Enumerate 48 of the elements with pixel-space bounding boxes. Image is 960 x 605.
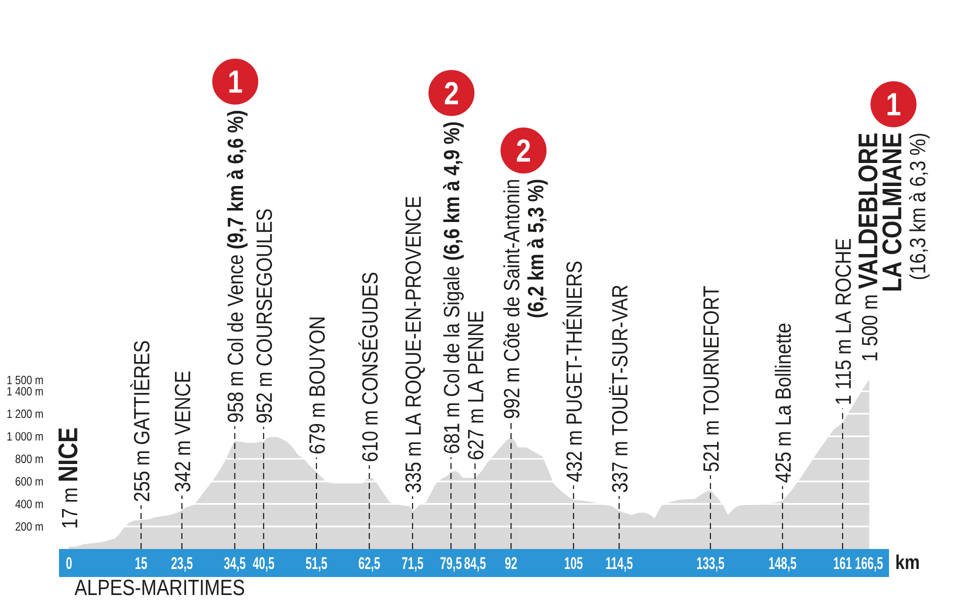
annotation: 952 m COURSEGOULES [256, 209, 272, 423]
x-tick-label: 166,5 [856, 557, 883, 572]
y-tick-label: 1 500 m [7, 376, 43, 384]
annotation: 627 m LA PENNE [468, 311, 484, 460]
x-tick-label: 40,5 [252, 557, 274, 572]
y-tick-label: 1 200 m [7, 410, 43, 418]
x-tick-label: 105 [564, 557, 583, 570]
annotation: 335 m LA ROQUE-EN-PROVENCE [405, 196, 425, 492]
y-tick-label: 400 m [15, 500, 43, 508]
text: 2 [444, 82, 458, 104]
annotation: 432 m PUGET-THÉNIERS [562, 262, 582, 482]
x-tick-label: 71,5 [402, 557, 424, 572]
x-tick-label: 133,5 [697, 557, 724, 572]
annotation: 992 m Côte de Saint-Antonin (6,2 km à 5,3 %) [503, 180, 548, 418]
text: 1 [888, 93, 900, 116]
y-tick-label: 600 m [16, 477, 43, 486]
x-tick-label: 148,5 [769, 557, 796, 572]
annotation: 342 m VENCE [174, 372, 190, 492]
x-tick-label: 114,5 [606, 557, 633, 572]
y-tick-label: 1 400 m [7, 387, 43, 396]
annotation: 610 m CONSÉGUDES [358, 272, 378, 462]
x-tick-label: 51,5 [306, 557, 328, 572]
text: 1 [229, 70, 242, 93]
annotation: 17 m NICE [58, 428, 78, 528]
annotation: 337 m TOUËT-SUR-VAR [608, 286, 628, 492]
annotation: 521 m TOURNEFORT [703, 286, 719, 472]
x-tick-label: 62,5 [358, 557, 380, 572]
x-tick-label: 92 [505, 557, 517, 570]
annotation: 1 500 m VALDEBLORE LA COLMIANE (16,3 km à 6,3 %) [858, 134, 930, 360]
x-tick-label: 34,5 [224, 557, 246, 572]
x-tick-label: 23,5 [171, 557, 193, 572]
x-tick-label: 161 [834, 557, 852, 570]
annotation: 681 m Col de la Sigale (6,6 km à 4,9 %) [443, 122, 464, 454]
annotation: 679 m BOUYON [309, 318, 325, 454]
x-axis-title: km [896, 554, 919, 569]
text: 2 [516, 139, 530, 162]
x-tick-label: 15 [136, 557, 147, 570]
x-tick-label: 0 [66, 557, 72, 570]
y-tick-label: 1 000 m [7, 432, 43, 441]
annotation: 255 m GATTIÈRES [130, 341, 150, 502]
y-tick-label: 200 m [16, 522, 43, 531]
x-tick-label: 84,5 [464, 557, 486, 572]
annotation: 425 m La Bollinette [774, 324, 791, 482]
x-tick-label: 79,5 [440, 557, 462, 572]
annotation: 958 m Col de Vence (9,7 km à 6,6 %) [226, 110, 248, 422]
annotation: 1 115 m LA ROCHE [835, 239, 851, 404]
y-tick-label: 800 m [16, 454, 43, 464]
text: ALPES-MARITIMES [74, 580, 244, 596]
